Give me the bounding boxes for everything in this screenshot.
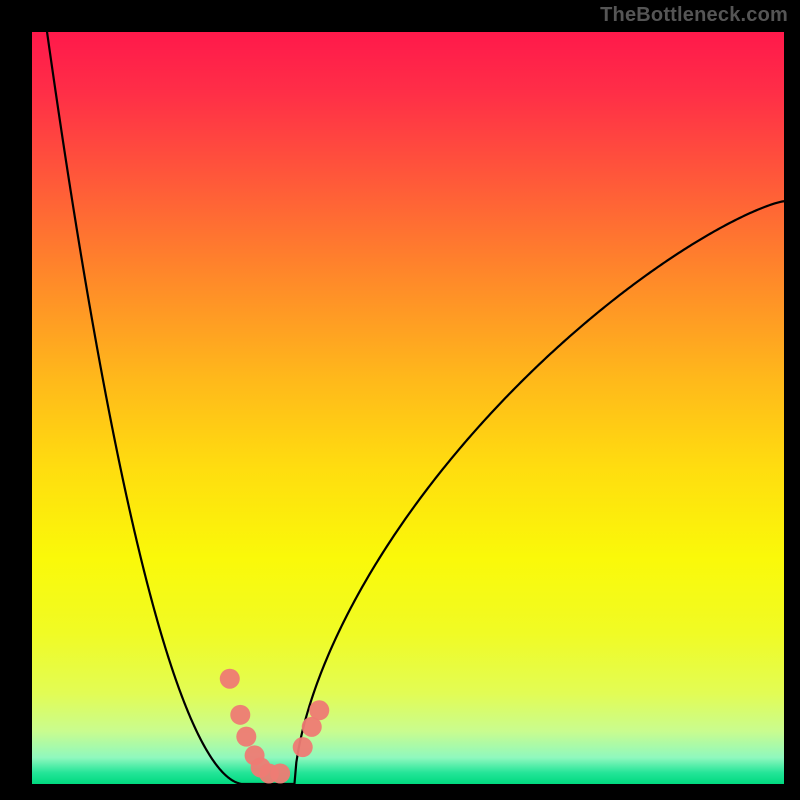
chart-frame: TheBottleneck.com [0,0,800,800]
data-marker [309,700,329,720]
data-marker [230,705,250,725]
plot-area [32,32,784,784]
plot-svg [32,32,784,784]
gradient-background [32,32,784,784]
data-marker [293,737,313,757]
data-marker [236,727,256,747]
data-marker [270,763,290,783]
watermark-text: TheBottleneck.com [600,4,788,27]
data-marker [220,669,240,689]
